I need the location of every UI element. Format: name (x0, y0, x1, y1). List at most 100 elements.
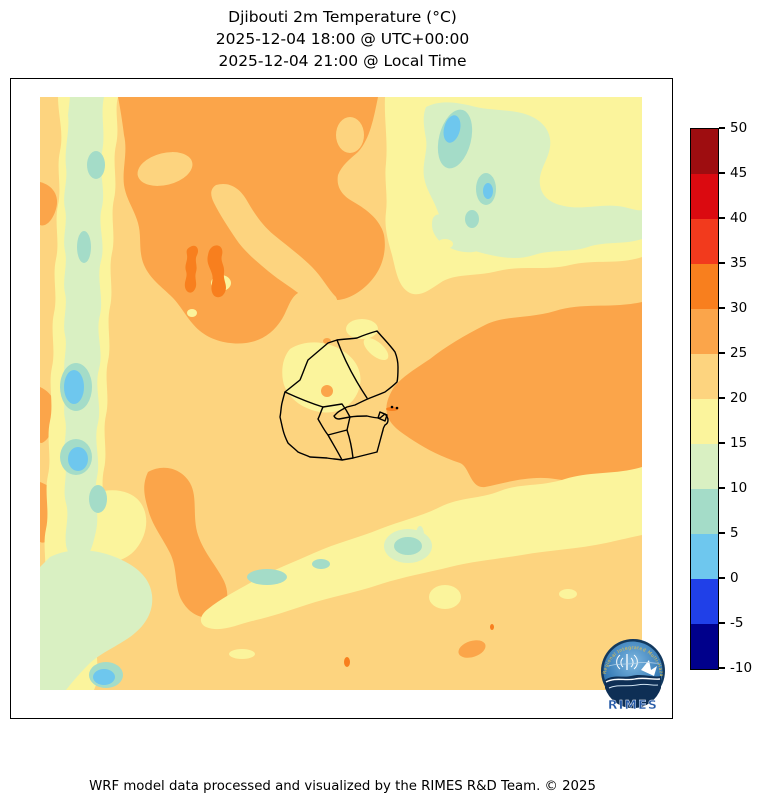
colorbar-segment (691, 354, 718, 399)
contour-hotspot (184, 245, 199, 293)
djibouti-boundaries (279, 330, 399, 461)
colorbar-tick (718, 217, 725, 219)
colorbar-tick (718, 262, 725, 264)
page-title: Djibouti 2m Temperature (°C) (228, 8, 457, 26)
colorbar-tick-label: 30 (730, 300, 748, 316)
colorbar-segment (691, 624, 718, 669)
contour-blob (40, 550, 153, 690)
colorbar-tick-label: 5 (730, 525, 739, 541)
contour-hotspot (386, 407, 398, 411)
contour-blob (282, 342, 361, 413)
logo-wave-crest2 (608, 683, 659, 689)
contour-blob (137, 152, 193, 186)
colorbar-tick (718, 487, 725, 489)
contour-blob (211, 183, 340, 309)
colorbar-tick-label: 35 (730, 255, 748, 271)
colorbar (690, 128, 719, 670)
contour-blob (386, 302, 642, 488)
colorbar-tick (718, 352, 725, 354)
footer-credit: WRF model data processed and visualized … (89, 779, 596, 794)
colorbar-tick (718, 667, 725, 669)
contour-blob (559, 589, 577, 599)
colorbar-segment (691, 264, 718, 309)
contour-blob (312, 559, 330, 569)
colorbar-segment (691, 489, 718, 534)
contour-blob (229, 649, 255, 659)
contour-blob (64, 370, 84, 404)
colorbar-tick-label: 25 (730, 345, 748, 361)
colorbar-segment (691, 444, 718, 489)
colorbar-tick-label: -10 (730, 660, 753, 676)
contour-layer-sand-cutouts (137, 117, 364, 309)
contour-blob (443, 115, 461, 143)
logo-sail-icon (641, 660, 657, 676)
region-boundary (377, 411, 388, 422)
logo-horizon-line (608, 661, 660, 667)
rimes-logo: Regional Integrated Multi-Hazard Early W… (597, 636, 665, 712)
colorbar-tick-label: 0 (730, 570, 739, 586)
colorbar-tick (718, 127, 725, 129)
contour-hotspot (344, 657, 350, 667)
contour-blob (483, 183, 493, 199)
contour-blob (247, 569, 287, 585)
contour-blob (458, 640, 486, 658)
contour-blob (363, 337, 389, 361)
colorbar-segment (691, 129, 718, 174)
contour-blob (77, 231, 91, 263)
colorbar-tick (718, 532, 725, 534)
contour-blob (40, 182, 58, 226)
contour-blob (416, 526, 424, 544)
region-boundary (327, 434, 343, 461)
colorbar-tick-label: 20 (730, 390, 748, 406)
colorbar-segment (691, 399, 718, 444)
contour-hotspot (207, 245, 226, 298)
colorbar-segment (691, 219, 718, 264)
region-boundary (284, 391, 324, 408)
colorbar-tick (718, 397, 725, 399)
contour-blob (68, 447, 88, 471)
rimes-logo-badge: Regional Integrated Multi-Hazard Early W… (597, 636, 665, 712)
contour-blob (89, 485, 107, 513)
contour-hotspot (490, 624, 494, 630)
region-boundary (346, 429, 354, 459)
colorbar-tick-label: 50 (730, 120, 748, 136)
colorbar-tick (718, 442, 725, 444)
contour-blob (465, 210, 479, 228)
colorbar-segment (691, 534, 718, 579)
contour-blob (347, 252, 369, 270)
contour-blob (93, 669, 115, 685)
logo-wave-dark (605, 675, 661, 709)
island-dot (395, 406, 399, 410)
title-utc-time: 2025-12-04 18:00 @ UTC+00:00 (215, 30, 470, 48)
colorbar-tick-label: -5 (730, 615, 744, 631)
region-boundary (336, 339, 368, 399)
colorbar-tick (718, 577, 725, 579)
colorbar-tick (718, 307, 725, 309)
contour-blob (321, 385, 333, 397)
colorbar-tick-label: 40 (730, 210, 748, 226)
contour-blob (429, 585, 461, 609)
temperature-contour-map (40, 97, 642, 690)
logo-signal-waves-icon (616, 654, 638, 670)
colorbar-segment (691, 174, 718, 219)
logo-wordmark: RIMES (608, 697, 658, 712)
colorbar-tick (718, 622, 725, 624)
colorbar-tick-label: 15 (730, 435, 748, 451)
colorbar-segment (691, 579, 718, 624)
contour-blob (144, 467, 228, 618)
country-border (279, 330, 399, 461)
contour-blob (87, 151, 105, 179)
contour-blob (437, 239, 453, 249)
contour-blob (187, 309, 197, 317)
contour-blob (346, 319, 378, 339)
colorbar-tick-label: 10 (730, 480, 748, 496)
colorbar-segment (691, 309, 718, 354)
contour-blob (336, 117, 364, 153)
title-block: Djibouti 2m Temperature (°C) 2025-12-04 … (10, 6, 675, 72)
colorbar-tick (718, 172, 725, 174)
logo-wave-crest (605, 677, 661, 683)
contour-layer-accents (184, 239, 494, 667)
contour-layer-blue-0-5 (64, 115, 493, 685)
island-dot (390, 405, 394, 409)
